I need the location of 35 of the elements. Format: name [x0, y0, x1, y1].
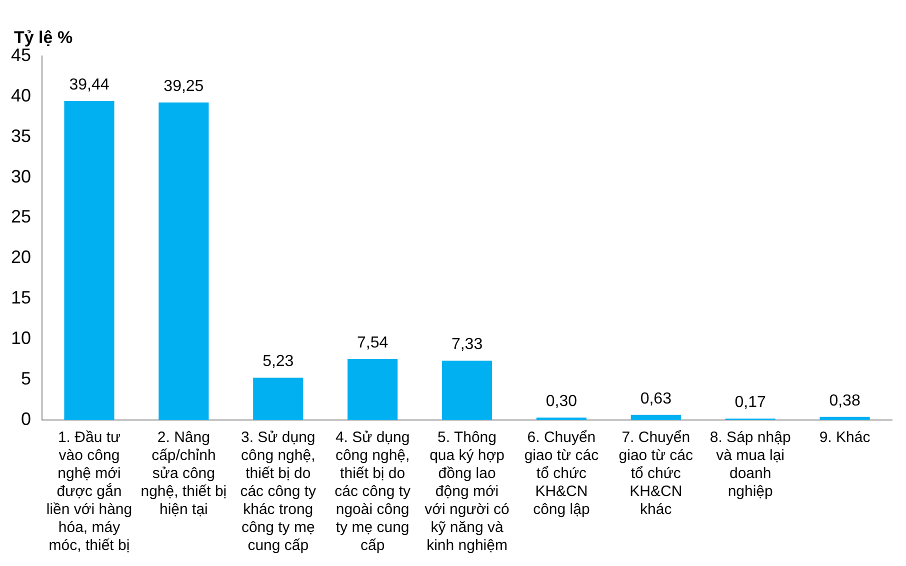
bar [158, 102, 209, 420]
x-tick-label: 3. Sử dụng công nghệ, thiết bị do các công ty khác trong công ty mẹ cung cấp [240, 429, 317, 554]
x-tick-label: 2. Nâng cấp/chỉnh sửa công nghệ, thiết bị hiện tại [140, 429, 227, 518]
data-label: 0,30 [546, 392, 578, 410]
y-tick-label: 15 [10, 288, 32, 308]
y-tick-label: 20 [10, 247, 32, 268]
y-tick-label: 0 [21, 408, 32, 429]
data-label: 7,33 [451, 336, 483, 354]
data-label: 0,17 [734, 394, 766, 412]
x-tick-label: 9. Khác [819, 429, 871, 446]
y-tick-label: 40 [10, 85, 32, 106]
x-tick-label: 4. Sử dụng công nghệ, thiết bị do các công ty ngoài công ty mẹ cung cấp [334, 429, 412, 554]
y-tick-label: 10 [10, 328, 32, 348]
bar [630, 414, 681, 420]
data-label: 0,38 [829, 392, 860, 410]
data-label: 39,25 [164, 78, 204, 95]
y-axis-title: Tỷ lệ % [14, 28, 73, 48]
x-tick-label: 5. Thông qua ký hợp đồng lao động mới với người có kỹ năng và kinh nghiệm [424, 429, 510, 554]
y-tick-label: 5 [21, 368, 32, 389]
x-tick-label: 6. Chuyển giao từ các tổ chức KH&CN công lập [524, 429, 600, 518]
y-tick-label: 25 [10, 206, 32, 227]
x-tick-label: 7. Chuyển giao từ các tổ chức KH&CN khác [618, 429, 694, 518]
data-label: 0,63 [640, 390, 672, 408]
y-tick-label: 35 [10, 126, 32, 146]
data-label: 5,23 [262, 353, 294, 370]
y-tick-label: 30 [10, 166, 32, 186]
x-tick-label: 8. Sáp nhập và mua lại doanh nghiệp [710, 429, 791, 500]
data-label: 39,44 [69, 76, 110, 94]
data-label: 7,54 [357, 334, 388, 352]
bar [253, 378, 304, 420]
bar [820, 416, 870, 420]
x-tick-label: 1. Đầu tư vào công nghệ mới được gắn liền với hàng hóa, máy móc, thiết bị [46, 429, 132, 554]
bar [64, 100, 114, 420]
bar [348, 359, 398, 420]
bar [442, 360, 492, 420]
